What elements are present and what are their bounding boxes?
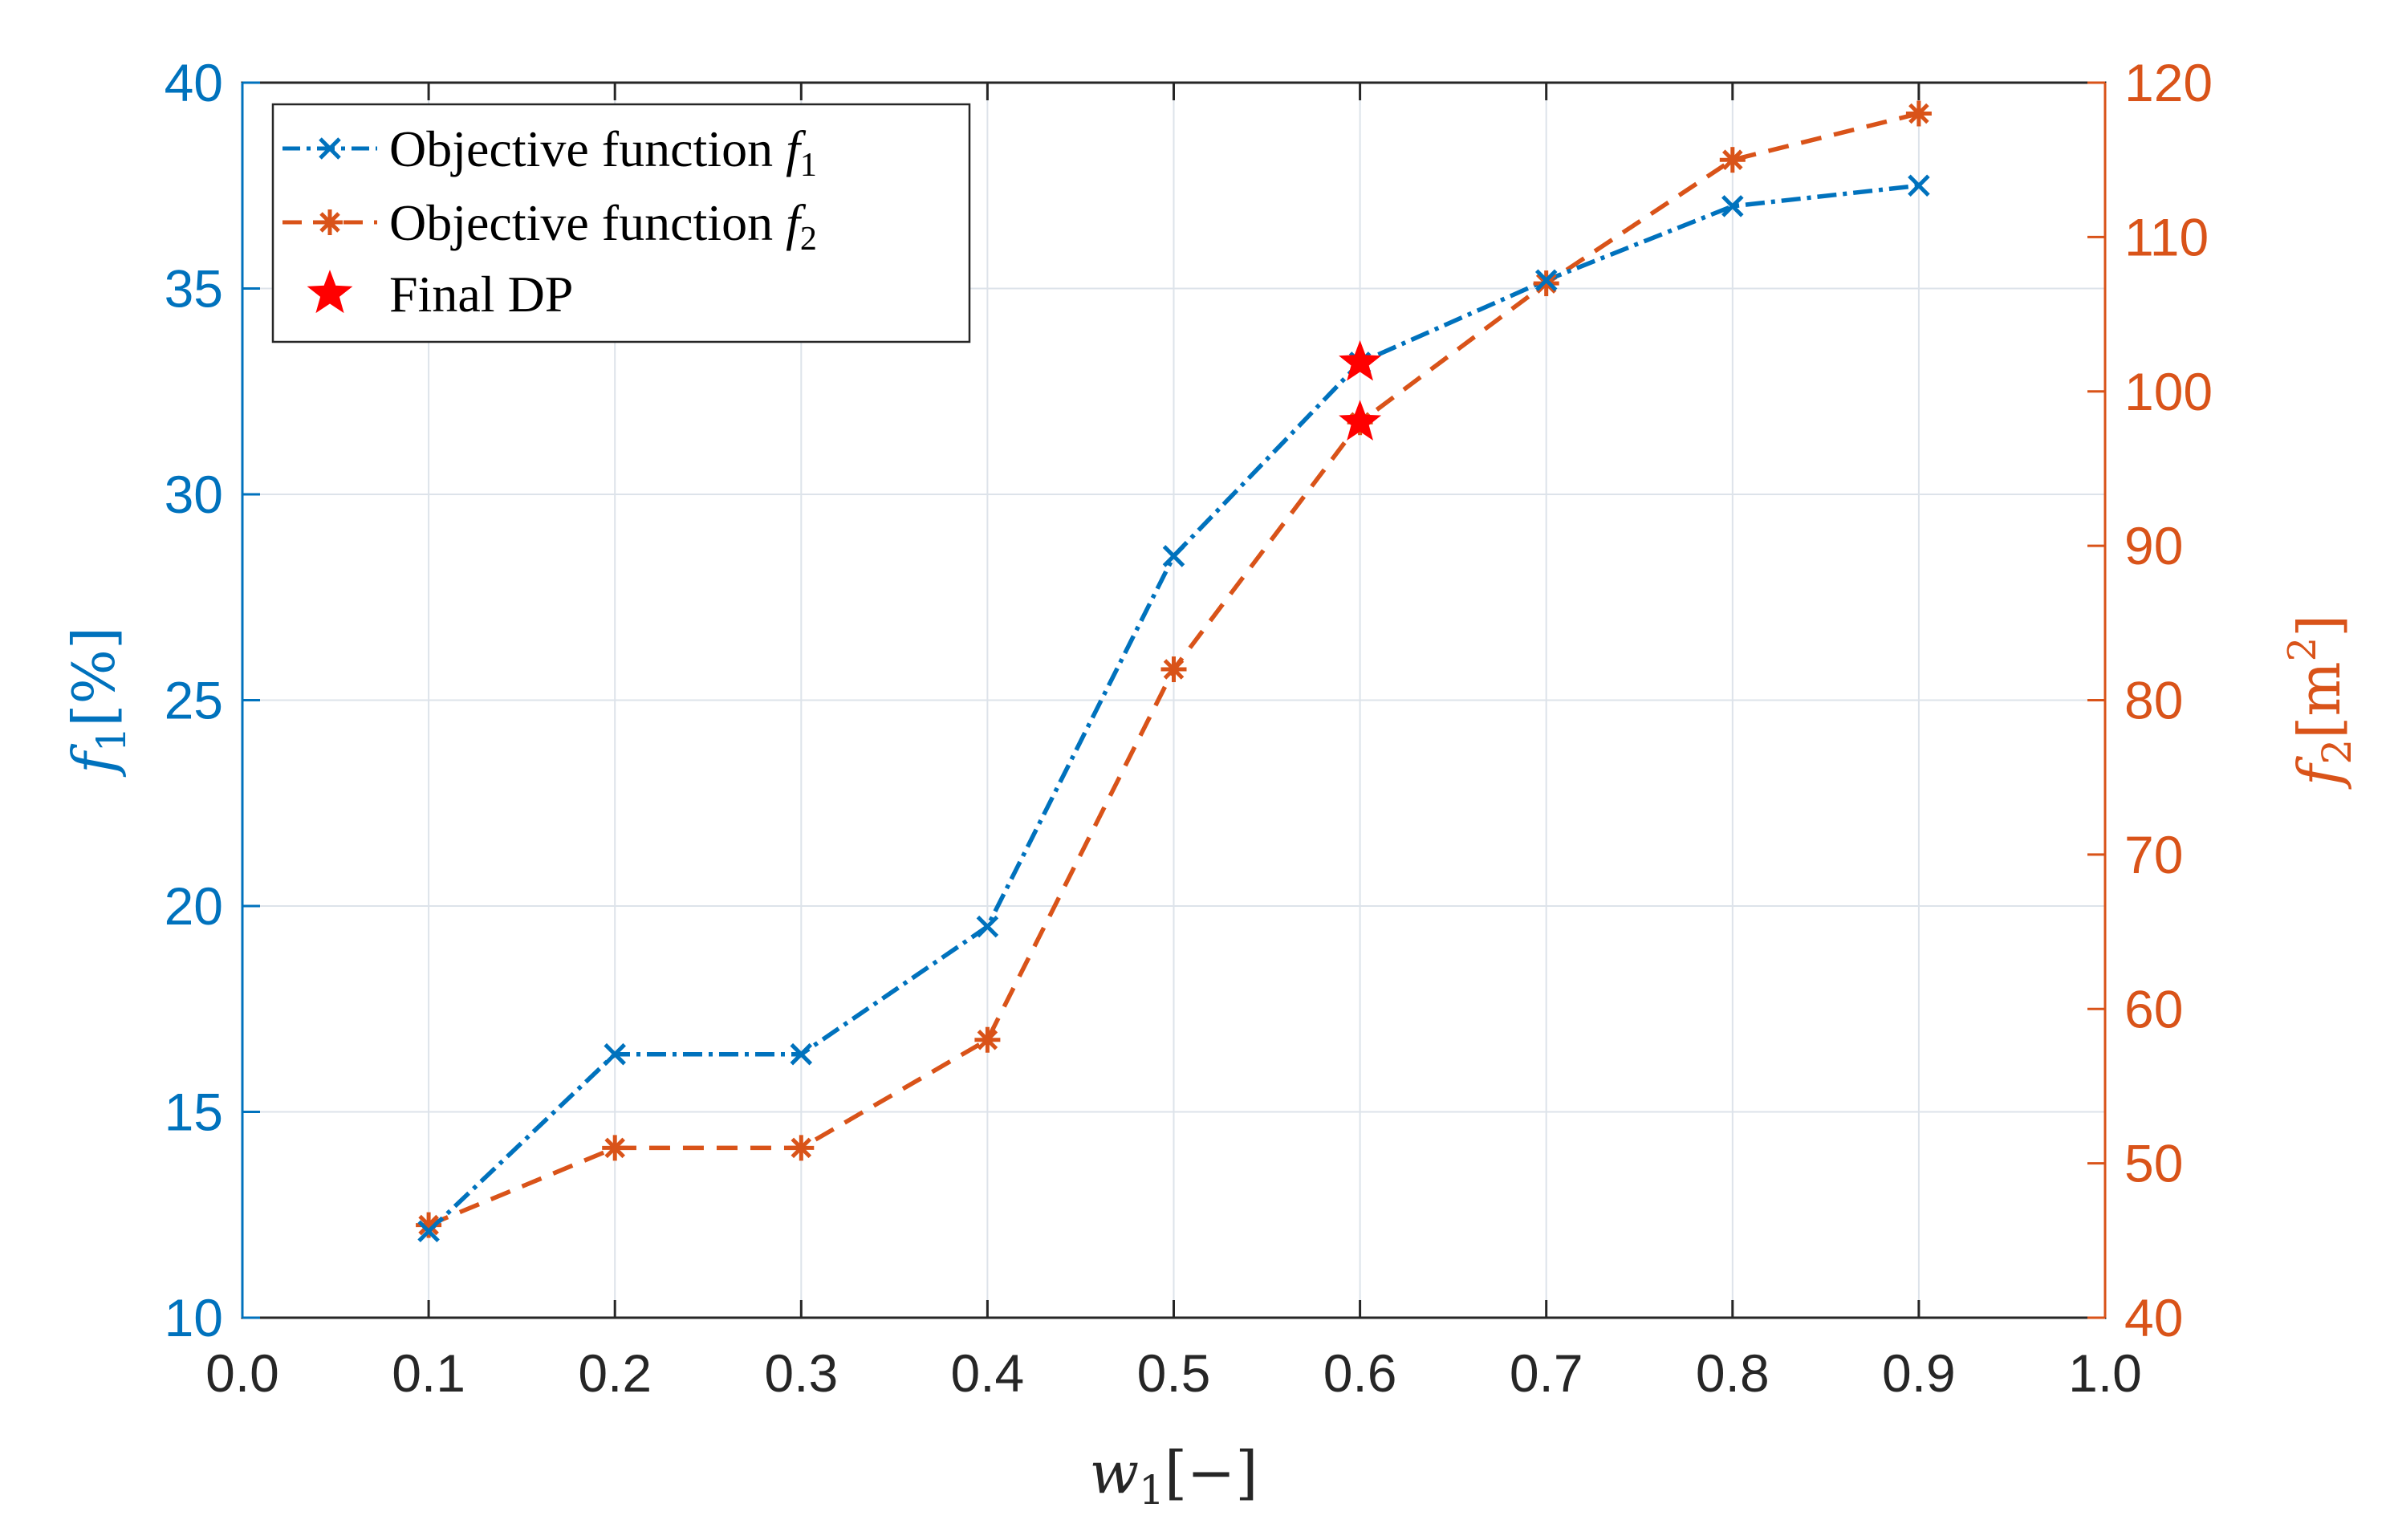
series-f2-point: [602, 1135, 628, 1161]
right-y-axis-label-unit: [m: [2286, 661, 2353, 738]
x-tick-label: 0.4: [951, 1343, 1025, 1403]
left-y-tick-label: 35: [165, 259, 223, 319]
x-marker-icon: [319, 137, 341, 160]
x-tick-label: 0.7: [1510, 1343, 1583, 1403]
legend-f1-label: Objective function f1: [389, 120, 817, 184]
legend-f2-marker: [317, 209, 343, 235]
x-tick-label: 0.2: [578, 1343, 652, 1403]
series-f1-point: [604, 1042, 626, 1066]
x-tick-label: 1.0: [2068, 1343, 2142, 1403]
series-f2-point: [974, 1026, 1001, 1053]
x-tick-label: 0.5: [1137, 1343, 1211, 1403]
series-f2-point: [1905, 100, 1932, 127]
series-f1-point: [417, 1220, 440, 1243]
legend-f2-text: Objective function: [389, 194, 773, 251]
left-y-axis-label: f1[%]: [60, 627, 135, 778]
plot-series: [416, 100, 1932, 1243]
series-f2-point: [788, 1135, 815, 1161]
right-y-tick-label: 90: [2124, 516, 2183, 575]
legend: Objective function f1 Objective function…: [271, 103, 971, 343]
left-y-axis-label-unit: [%]: [60, 627, 128, 727]
x-tick-label: 0.1: [392, 1343, 465, 1403]
right-y-axis-label-close: ]: [2286, 615, 2353, 637]
series-f2-point: [1719, 147, 1746, 173]
final-dp-point: [1339, 339, 1382, 381]
series-f1-point: [790, 1042, 813, 1066]
left-y-tick-label: 10: [165, 1288, 223, 1347]
legend-f2-sub: 2: [800, 221, 817, 258]
right-y-tick-label: 60: [2124, 979, 2183, 1038]
final-dp-point: [1339, 400, 1382, 441]
series-f2-point: [1160, 656, 1187, 683]
right-y-tick-label: 40: [2124, 1288, 2183, 1347]
left-y-axis-label-sub: 1: [88, 727, 135, 753]
legend-f1-text: Objective function: [389, 120, 773, 177]
right-y-tick-label: 120: [2124, 53, 2213, 112]
right-y-tick-label: 100: [2124, 362, 2213, 421]
legend-f2-label: Objective function f2: [389, 194, 817, 258]
series-f1-point: [1908, 174, 1930, 197]
left-y-tick-label: 40: [165, 53, 223, 112]
series-f2-point: [1533, 270, 1559, 297]
right-y-tick-label: 70: [2124, 825, 2183, 884]
x-tick-label: 0.3: [764, 1343, 838, 1403]
asterisk-marker-icon: [317, 209, 343, 235]
axis-ticks: 0.0 0.1 0.2 0.3 0.4 0.5 0.6 0.7 0.8 0.9 1.0 10 15 20 2…: [165, 53, 2213, 1403]
legend-final-dp-label: Final DP: [389, 266, 573, 323]
x-axis-label-symbol: w: [1090, 1439, 1140, 1506]
series-f1-point: [976, 915, 999, 938]
x-tick-label: 0.6: [1323, 1343, 1397, 1403]
x-tick-label: 0.9: [1882, 1343, 1956, 1403]
left-y-tick-label: 30: [165, 465, 223, 524]
series-f1-point: [1162, 545, 1185, 567]
right-y-axis-label: f2[m2]: [2280, 615, 2360, 790]
x-tick-label: 0.8: [1696, 1343, 1770, 1403]
right-y-tick-label: 80: [2124, 671, 2183, 730]
left-y-tick-label: 20: [165, 876, 223, 936]
x-tick-label: 0.0: [205, 1343, 279, 1403]
left-y-tick-label: 25: [165, 671, 223, 730]
right-y-tick-label: 50: [2124, 1134, 2183, 1193]
x-axis-label-sub: 1: [1139, 1467, 1164, 1514]
star-marker-icon: [307, 270, 353, 314]
legend-f1-marker: [319, 137, 341, 160]
legend-final-dp-marker: [307, 270, 353, 314]
series-f1-point: [1721, 195, 1744, 217]
left-y-tick-label: 15: [165, 1083, 223, 1142]
legend-box: [271, 103, 971, 343]
right-y-axis-label-sub: 2: [2314, 739, 2360, 765]
series-f1-point: [1534, 269, 1558, 292]
right-y-axis-label-sup: 2: [2280, 637, 2325, 662]
right-y-tick-label: 110: [2124, 207, 2209, 266]
x-axis-label-unit: [−]: [1164, 1439, 1258, 1506]
x-axis-label: w1[−]: [1090, 1439, 1258, 1514]
legend-f1-sub: 1: [800, 147, 817, 184]
